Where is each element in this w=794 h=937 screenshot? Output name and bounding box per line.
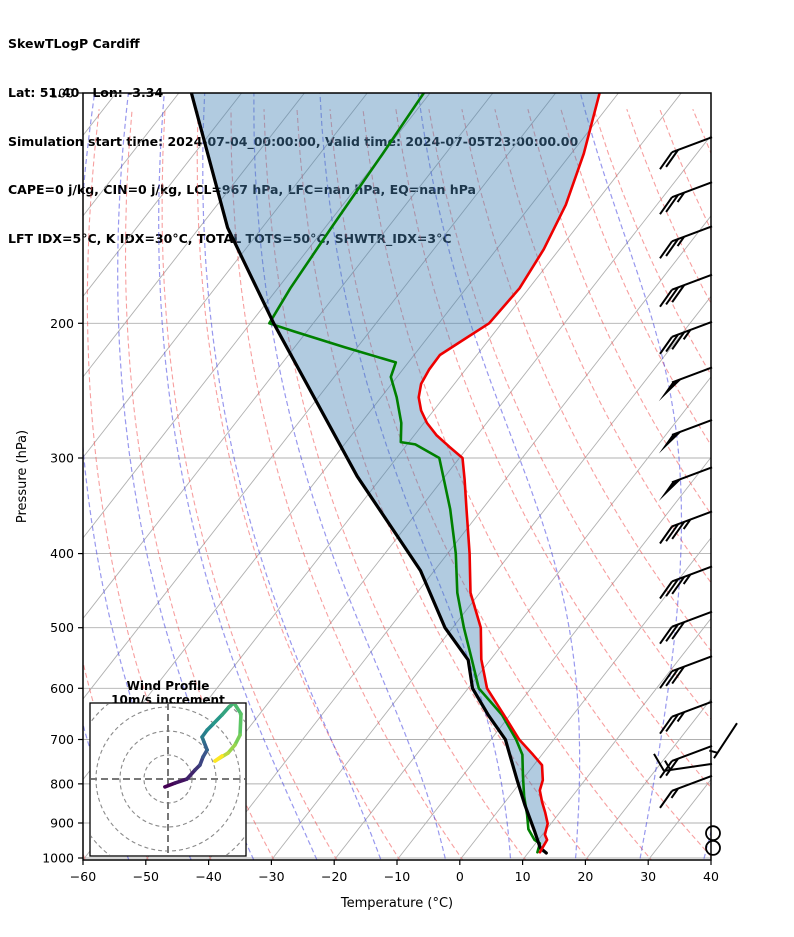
dry-adiabat-line [296, 109, 590, 860]
y-tick-label: 600 [50, 681, 74, 696]
y-tick-label: 800 [50, 776, 74, 791]
dry-adiabat-line [527, 109, 711, 516]
isotherm-line [522, 617, 711, 860]
calm-wind-circle [705, 825, 721, 842]
wind-barb [659, 136, 713, 170]
axes: −60 −50 −40 −30 −20 −10 0 10 20 30 40 100 200 300 400 5… [15, 86, 719, 912]
wind-barb [659, 700, 713, 735]
isotherm-line [83, 93, 305, 378]
isotherm-line [83, 93, 243, 298]
dry-adiabat-line [395, 109, 711, 789]
plot-title: SkewTLogP Cardiff [8, 36, 140, 52]
sim-times: Simulation start time: 2024-07-04_00:00:… [8, 133, 579, 149]
y-tick-label: 700 [50, 732, 74, 747]
x-tick-label: 30 [640, 869, 656, 884]
x-tick-label: −40 [195, 869, 221, 884]
hodograph-trace-segment [213, 754, 224, 763]
dry-adiabat-line [362, 109, 711, 858]
hodograph-trace-segment [232, 704, 243, 716]
dry-adiabat-line [230, 109, 464, 860]
x-tick-label: −30 [258, 869, 284, 884]
temperature-curve [417, 93, 601, 854]
hodograph-trace-segment [227, 704, 236, 709]
dry-adiabat-line [759, 109, 794, 874]
dry-adiabat-line [593, 109, 711, 376]
wind-barb [659, 225, 713, 259]
profile-curves [189, 93, 601, 855]
y-tick-label: 900 [50, 815, 74, 830]
isotherm-line [271, 295, 711, 860]
wind-barb [658, 466, 713, 501]
hodograph-title: Wind Profile [127, 679, 210, 693]
title-block: SkewTLogP Cardiff Lat: 51.40 Lon: -3.34 … [8, 4, 578, 279]
y-tick-label: 100 [50, 86, 74, 101]
hodograph-trace-segment [238, 712, 243, 737]
wind-barb [659, 610, 713, 645]
x-tick-label: −10 [384, 869, 410, 884]
hodograph-trace-segment [233, 733, 242, 747]
dry-adiabat-line [196, 109, 401, 860]
wind-barb [659, 565, 713, 600]
calm-wind-circle [705, 839, 721, 856]
x-tick-label: −60 [70, 869, 96, 884]
x-tick-label: 20 [577, 869, 593, 884]
wind-barb [658, 418, 713, 454]
wind-barb [653, 753, 713, 772]
dry-adiabat-line [263, 109, 527, 860]
x-tick-label: −50 [133, 869, 159, 884]
dry-adiabat-line [461, 109, 711, 652]
y-tick-label: 500 [50, 620, 74, 635]
isotherm-line [83, 93, 494, 620]
wind-barb [659, 320, 713, 355]
dry-adiabat-line [560, 109, 711, 447]
y-tick-label: 400 [50, 546, 74, 561]
isotherm-line [647, 778, 711, 860]
y-axis-label: Pressure (hPa) [15, 430, 30, 523]
parcel-curve [189, 93, 548, 855]
isotherm-line [585, 698, 711, 860]
wind-barb [659, 744, 713, 779]
moist-adiabat-line [253, 93, 447, 860]
wind-barb [659, 273, 713, 308]
hodograph-trace-segment [185, 768, 197, 781]
wind-barb [659, 181, 713, 215]
isotherm-line [333, 376, 711, 860]
y-tick-label: 200 [50, 316, 74, 331]
wind-barb [658, 366, 713, 402]
y-tick-label: 1000 [42, 851, 74, 866]
hodograph-trace-segment [211, 713, 224, 726]
wind-barb [659, 774, 713, 809]
hodograph-trace-segment [173, 777, 189, 785]
wind-barbs [653, 136, 738, 856]
wind-barb [659, 510, 713, 545]
wind-barb [659, 655, 713, 689]
x-tick-label: 10 [515, 869, 531, 884]
moist-adiabat-line [0, 76, 72, 874]
x-tick-label: −20 [321, 869, 347, 884]
stability-shading [191, 93, 600, 853]
x-tick-label: 0 [456, 869, 464, 884]
dry-adiabat-line [329, 109, 653, 860]
dry-adiabat-line [659, 109, 711, 231]
isotherm-line [83, 93, 431, 539]
moist-adiabat-line [202, 93, 382, 860]
isotherm-line [396, 456, 711, 860]
isotherm-line [83, 93, 557, 700]
wind-barb [709, 722, 738, 759]
x-tick-label: 40 [703, 869, 719, 884]
y-tick-label: 300 [50, 450, 74, 465]
isotherm-line [459, 537, 711, 860]
dry-adiabat-line [124, 109, 275, 860]
dry-adiabat-line [726, 109, 794, 874]
moist-adiabat-line [417, 93, 581, 860]
isotherm-line [83, 93, 368, 459]
moist-adiabat-line [703, 829, 711, 860]
stability-indices: LFT IDX=5°C, K IDX=30°C, TOTAL TOTS=50°C… [8, 230, 452, 246]
moist-adiabat-line [158, 93, 318, 860]
x-axis-label: Temperature (°C) [340, 896, 453, 911]
moist-adiabat-line [579, 93, 683, 860]
